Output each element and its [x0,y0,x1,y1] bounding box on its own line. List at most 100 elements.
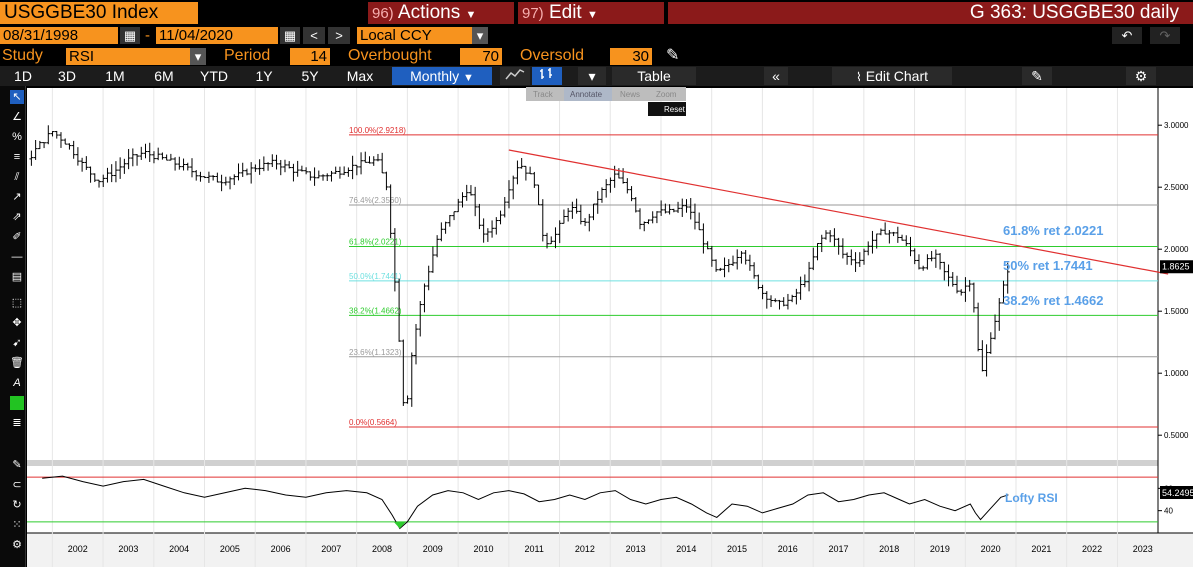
callout-50: 50% ret 1.7441 [1003,258,1093,273]
line-style-icon[interactable]: ≣ [12,417,22,429]
price-axis: 3.0000 2.5000 2.0000 1.5000 1.0000 0.5000 [1158,121,1189,440]
collapse-icon[interactable]: « [764,67,788,85]
title-bar: USGGBE30 Index 96) Actions ▼ 97) Edit ▼ … [0,0,1193,26]
chart-area[interactable]: 100.0%(2.9218) 76.4%(2.3560) 61.8%(2.0221)… [0,86,1193,567]
ohlc-bar [807,261,812,292]
y-tick-label: 2.0000 [1164,245,1189,254]
gear-icon[interactable]: ⚙ [12,539,22,551]
zoom-button[interactable] [648,87,686,101]
ohlc-bar [194,170,199,181]
calendar-icon[interactable]: ▦ [120,27,140,44]
range-1m[interactable]: 1M [105,68,125,84]
oversold-input[interactable]: 30 [610,48,652,65]
reset-button[interactable] [648,102,686,116]
ohlc-bar [963,277,968,302]
ohlc-bar [802,274,807,288]
chevron-right-icon[interactable]: > [328,27,350,44]
end-date-field[interactable]: 11/04/2020 [156,27,278,44]
range-3d[interactable]: 3D [58,68,76,84]
ohlc-bar [430,246,435,273]
ohlc-bar [29,150,34,166]
study-select[interactable]: RSI [66,48,190,65]
ohlc-bar [870,230,875,254]
start-date-field[interactable]: 08/31/1998 [0,27,118,44]
magnet-icon[interactable]: ⊂ [12,479,22,491]
calendar-icon[interactable]: ▦ [280,27,300,44]
ohlc-bar [375,153,380,162]
ohlc-bar [583,218,588,227]
line-tool-icon[interactable]: ∠ [12,111,22,123]
chevron-down-icon[interactable]: ▾ [190,48,206,65]
hline-tool-icon[interactable]: — [11,251,23,263]
range-1d[interactable]: 1D [14,68,32,84]
ohlc-bar [621,168,626,184]
news-button[interactable] [612,87,648,101]
ohlc-bar [671,208,676,213]
select-tool-icon[interactable]: ⬚ [11,297,23,309]
ohlc-bar [781,297,786,307]
move-icon[interactable]: ✥ [12,317,22,329]
ohlc-bar [553,227,558,249]
x-tick-label: 2023 [1133,544,1153,554]
arrow-tool-icon[interactable]: ⇗ [12,211,22,223]
brush-icon[interactable]: ✎ [12,459,22,471]
y-axis-bg [1158,88,1193,533]
ohlc-bar [63,138,68,145]
table-button[interactable]: Table [612,67,696,85]
draw-icon[interactable]: ✎ [1022,67,1052,85]
edit-chart-button[interactable]: ⌇ Edit Chart [832,67,952,85]
redo-icon[interactable]: ↷ [1150,27,1180,44]
chevron-left-icon[interactable]: < [303,27,325,44]
ohlc-bar [42,142,47,149]
overbought-input[interactable]: 70 [460,48,502,65]
rsi-line [42,475,1009,530]
currency-select[interactable]: Local CCY [357,27,472,44]
color-swatch-icon[interactable] [10,396,24,410]
pen-tool-icon[interactable]: ✐ [12,231,22,243]
frequency-select[interactable]: Monthly ▼ [392,67,492,85]
cursor-icon[interactable]: ↖ [10,90,24,104]
edit-menu[interactable]: 97) Edit ▼ [518,2,664,24]
line-chart-icon[interactable] [500,67,530,85]
period-input[interactable]: 14 [290,48,330,65]
range-5y[interactable]: 5Y [301,68,319,84]
ohlc-bar [426,265,431,291]
x-tick-label: 2011 [524,544,543,554]
ohlc-bar [122,158,127,174]
chevron-down-icon[interactable]: ▾ [472,27,488,44]
text-tool-icon[interactable]: A [13,377,21,389]
ohlc-bar [266,162,271,171]
trash-icon[interactable]: 🗑 [10,357,24,369]
track-button[interactable] [526,87,564,101]
ohlc-bar [676,201,681,213]
refresh-icon[interactable]: ↻ [12,499,22,511]
ohlc-bar [739,251,744,264]
ohlc-bar [862,248,867,265]
bar-chart-icon[interactable] [532,67,562,85]
trendline[interactable] [508,149,1169,275]
range-ytd[interactable]: YTD [200,68,228,84]
date-bar: 08/31/1998 ▦ - 11/04/2020 ▦ < > Local CC… [0,26,1193,45]
range-6m[interactable]: 6M [154,68,174,84]
pencil-icon[interactable]: ✎ [666,47,680,64]
fib-tool-icon[interactable]: ≡ [13,151,21,163]
chevron-down-icon[interactable]: ▾ [578,67,606,85]
pointer-icon[interactable]: ➹ [12,337,22,349]
annotate-button[interactable] [564,87,612,101]
panel-divider[interactable] [27,460,1158,466]
palette-icon[interactable]: ⁙ [12,519,22,531]
undo-icon[interactable]: ↶ [1112,27,1142,44]
grid-tool-icon[interactable]: ▤ [11,271,23,283]
ohlc-bar [325,173,330,181]
percent-tool-icon[interactable]: % [12,131,22,143]
actions-menu[interactable]: 96) Actions ▼ [368,2,514,24]
gear-icon[interactable]: ⚙ [1126,67,1156,85]
ray-tool-icon[interactable]: ↗ [12,191,22,203]
range-1y[interactable]: 1Y [255,68,273,84]
ohlc-bar [747,254,752,271]
ohlc-bar [168,153,173,161]
x-tick-label: 2016 [778,544,798,554]
security-ticker[interactable]: USGGBE30 Index [0,2,198,24]
channel-tool-icon[interactable]: ⫽ [14,171,20,183]
range-max[interactable]: Max [346,68,374,84]
